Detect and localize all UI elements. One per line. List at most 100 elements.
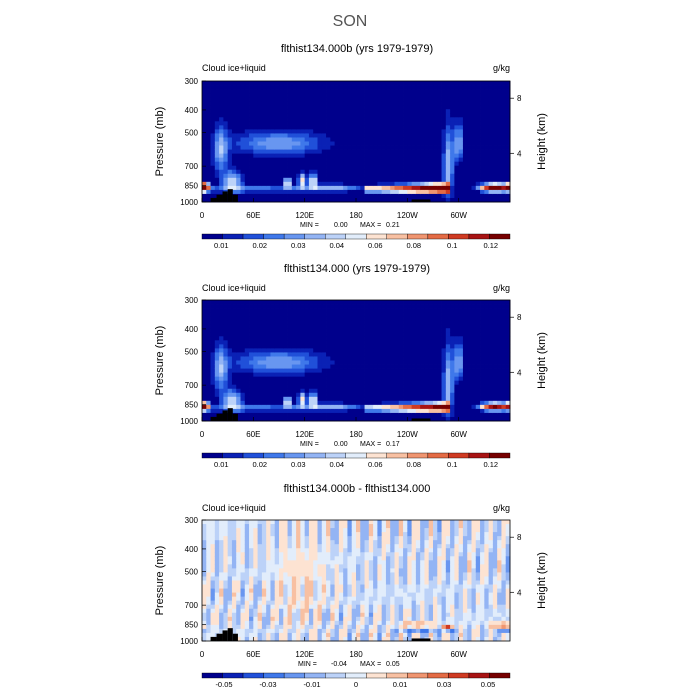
heatmap-cell xyxy=(296,145,301,150)
heatmap-cell xyxy=(206,304,211,309)
heatmap-cell xyxy=(283,129,288,134)
heatmap-cell xyxy=(462,137,468,142)
heatmap-cell xyxy=(390,153,395,159)
heatmap-cell xyxy=(231,117,237,122)
heatmap-cell xyxy=(240,604,246,610)
heatmap-cell xyxy=(415,348,421,353)
heatmap-cell xyxy=(313,81,318,86)
heatmap-cell xyxy=(313,308,318,313)
heatmap-cell xyxy=(219,604,224,610)
heatmap-cell xyxy=(244,604,250,610)
heatmap-cell xyxy=(381,348,387,353)
heatmap-cell xyxy=(467,376,472,382)
heatmap-cell xyxy=(261,584,267,589)
heatmap-cell xyxy=(326,384,331,390)
heatmap-cell xyxy=(253,592,259,598)
heatmap-cell xyxy=(261,396,267,402)
heatmap-cell xyxy=(206,153,211,159)
heatmap-cell xyxy=(206,121,211,126)
heatmap-cell xyxy=(249,552,254,557)
heatmap-cell xyxy=(364,145,370,150)
heatmap-cell xyxy=(501,117,507,122)
heatmap-cell xyxy=(480,324,485,329)
heatmap-cell xyxy=(240,316,246,321)
heatmap-cell xyxy=(313,133,318,138)
heatmap-cell xyxy=(227,552,233,557)
heatmap-cell xyxy=(321,344,327,349)
heatmap-cell xyxy=(471,153,477,159)
heatmap-cell xyxy=(283,105,288,110)
heatmap-cell xyxy=(433,125,438,130)
heatmap-cell xyxy=(253,588,259,593)
heatmap-cell xyxy=(411,384,417,390)
heatmap-cell xyxy=(458,340,464,345)
heatmap-cell xyxy=(458,372,464,378)
heatmap-cell xyxy=(368,304,374,309)
heatmap-cell xyxy=(356,324,361,329)
heatmap-cell xyxy=(244,316,250,321)
heatmap-cell xyxy=(219,153,224,159)
heatmap-cell xyxy=(394,340,400,345)
heatmap-cell xyxy=(347,408,353,414)
heatmap-cell xyxy=(462,85,468,90)
heatmap-cell xyxy=(385,300,391,305)
heatmap-cell xyxy=(343,384,348,390)
heatmap-cell xyxy=(407,368,413,373)
heatmap-cell xyxy=(347,404,353,410)
heatmap-cell xyxy=(249,332,254,337)
heatmap-cell xyxy=(270,568,276,573)
heatmap-cell xyxy=(261,129,267,134)
heatmap-cell xyxy=(223,157,229,163)
heatmap-cell xyxy=(480,392,485,398)
heatmap-cell xyxy=(411,400,417,406)
heatmap-cell xyxy=(283,177,288,183)
heatmap-cell xyxy=(475,181,481,187)
colorbar-label: 0.04 xyxy=(329,241,344,250)
heatmap-cell xyxy=(437,348,442,353)
heatmap-cell xyxy=(214,608,220,614)
heatmap-cell xyxy=(236,624,241,630)
heatmap-cell xyxy=(368,300,374,305)
heatmap-cell xyxy=(231,145,237,150)
heatmap-cell xyxy=(484,344,490,349)
heatmap-cell xyxy=(368,89,374,94)
heatmap-cell xyxy=(270,372,276,378)
heatmap-cell xyxy=(244,632,250,638)
heatmap-cell xyxy=(253,308,259,313)
heatmap-cell xyxy=(437,300,442,305)
heatmap-cell xyxy=(403,81,408,86)
heatmap-cell xyxy=(458,173,464,179)
heatmap-cell xyxy=(343,113,348,118)
heatmap-cell xyxy=(373,137,378,142)
heatmap-cell xyxy=(236,320,241,325)
heatmap-cell xyxy=(257,89,263,94)
heatmap-cell xyxy=(219,372,224,378)
heatmap-cell xyxy=(266,93,271,98)
heatmap-cell xyxy=(497,81,502,86)
heatmap-cell xyxy=(206,520,211,525)
heatmap-cell xyxy=(291,400,297,406)
heatmap-cell xyxy=(287,93,293,98)
heatmap-cell xyxy=(475,404,481,410)
heatmap-cell xyxy=(497,332,502,337)
heatmap-cell xyxy=(266,392,271,398)
heatmap-cell xyxy=(206,628,211,634)
heatmap-cell xyxy=(300,141,306,146)
heatmap-cell xyxy=(403,332,408,337)
heatmap-cell xyxy=(377,408,383,414)
heatmap-cell xyxy=(279,145,284,150)
heatmap-cell xyxy=(475,141,481,146)
heatmap-cell xyxy=(291,320,297,325)
colorbar-swatch xyxy=(468,452,490,459)
heatmap-cell xyxy=(450,189,455,195)
heatmap-cell xyxy=(253,109,259,114)
heatmap-cell xyxy=(505,177,511,183)
heatmap-cell xyxy=(291,189,297,195)
heatmap-cell xyxy=(317,189,323,195)
heatmap-cell xyxy=(253,360,259,365)
heatmap-cell xyxy=(206,396,211,402)
heatmap-cell xyxy=(313,312,318,317)
heatmap-cell xyxy=(415,173,421,179)
heatmap-cell xyxy=(270,348,276,353)
heatmap-cell xyxy=(458,177,464,183)
